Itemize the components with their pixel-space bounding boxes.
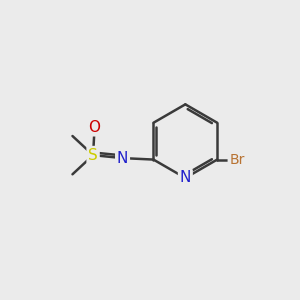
Text: S: S bbox=[88, 148, 98, 163]
Text: O: O bbox=[88, 120, 101, 135]
Text: N: N bbox=[117, 151, 128, 166]
Text: Br: Br bbox=[229, 153, 244, 166]
Text: N: N bbox=[180, 170, 191, 185]
